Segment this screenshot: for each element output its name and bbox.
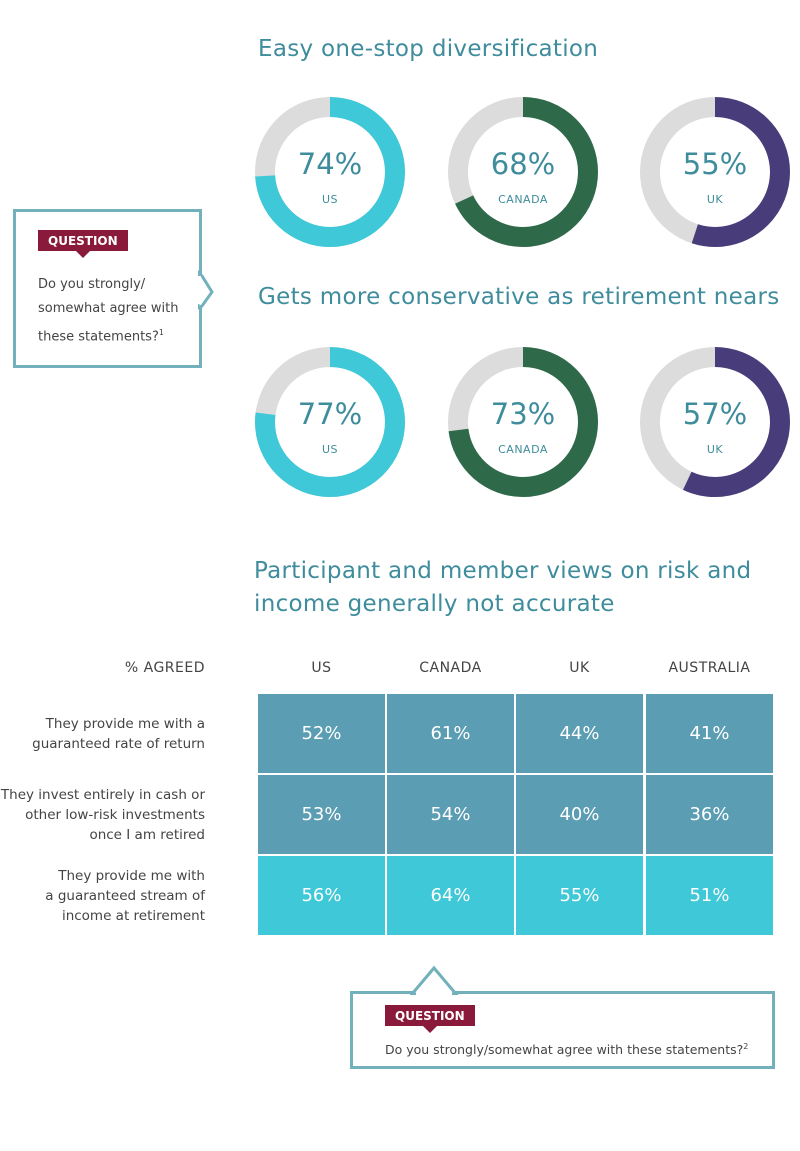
donut-value-arc (255, 97, 405, 247)
donut-uk: 57% UK (640, 347, 790, 497)
column-header: AUSTRALIA (668, 660, 751, 676)
donut-us: 77% US (255, 347, 405, 497)
table-cell: 51% (646, 856, 773, 935)
donut-value-arc (640, 347, 790, 497)
donut-label: US (321, 443, 339, 456)
column-header: CANADA (419, 660, 482, 676)
donut-value-arc (255, 347, 405, 497)
column-header: US (311, 660, 332, 676)
question-line: Do you strongly/somewhat agree with thes… (385, 1042, 744, 1058)
row-label-line: They provide me with a (45, 716, 205, 732)
question-tag: QUESTION (38, 230, 128, 258)
row-label-line: guaranteed rate of return (32, 736, 205, 752)
table-cell: 64% (387, 856, 514, 935)
row-label: They provide me with a guaranteed rate of… (32, 714, 205, 754)
row-label: They invest entirely in cash or other low… (1, 785, 205, 845)
donut-value: 57% (682, 397, 748, 431)
row-label-line: They invest entirely in cash or (0, 787, 205, 803)
table-cell: 44% (516, 694, 643, 773)
table-cell: 40% (516, 775, 643, 854)
question-tag: QUESTION (385, 1005, 475, 1033)
question-line: somewhat agree with (38, 301, 179, 316)
question-line: Do you strongly/ (38, 277, 146, 292)
heading-conservative: Gets more conservative as retirement nea… (258, 284, 780, 310)
row-label-line: a guaranteed stream of (45, 888, 205, 904)
row-label-line: They provide me with (58, 868, 205, 884)
footnote-marker: 1 (158, 328, 164, 337)
table-cell: 41% (646, 694, 773, 773)
table-cell: 61% (387, 694, 514, 773)
donut-label: UK (706, 193, 724, 206)
donut-uk: 55% UK (640, 97, 790, 247)
table-cell: 52% (258, 694, 385, 773)
table-cell: 53% (258, 775, 385, 854)
donut-label: CANADA (498, 193, 548, 206)
corner-label: % AGREED (124, 660, 205, 676)
donut-value-arc (448, 97, 598, 247)
table-cell: 55% (516, 856, 643, 935)
question-text: Do you strongly/ somewhat agree with the… (38, 273, 178, 349)
donut-value-arc (448, 347, 598, 497)
table-cell: 54% (387, 775, 514, 854)
row-label-line: income at retirement (61, 908, 205, 924)
donut-value: 74% (297, 147, 363, 181)
callout-pointer (198, 270, 214, 310)
donut-label: UK (706, 443, 724, 456)
row-label-line: other low-risk investments (25, 807, 205, 823)
heading-diversification: Easy one-stop diversification (258, 36, 599, 62)
question-callout-2 (350, 991, 775, 1069)
donut-value: 55% (682, 147, 748, 181)
table-cell: 56% (258, 856, 385, 935)
donut-canada: 68% CANADA (448, 97, 598, 247)
question-line: these statements? (38, 329, 159, 345)
donut-value: 77% (297, 397, 363, 431)
donut-label: US (321, 193, 339, 206)
donut-canada: 73% CANADA (448, 347, 598, 497)
column-header: UK (569, 660, 590, 676)
table-title: Participant and member views on risk and… (254, 558, 752, 617)
donut-value: 68% (490, 147, 556, 181)
question-text: Do you strongly/somewhat agree with thes… (385, 1035, 748, 1062)
footnote-marker: 2 (743, 1042, 749, 1051)
callout-pointer (410, 965, 459, 995)
row-label-line: once I am retired (89, 827, 205, 843)
donut-us: 74% US (255, 97, 405, 247)
donut-value-arc (640, 97, 790, 247)
donut-label: CANADA (498, 443, 548, 456)
donut-value: 73% (490, 397, 556, 431)
table-cell: 36% (646, 775, 773, 854)
row-label: They provide me with a guaranteed stream … (45, 866, 205, 926)
